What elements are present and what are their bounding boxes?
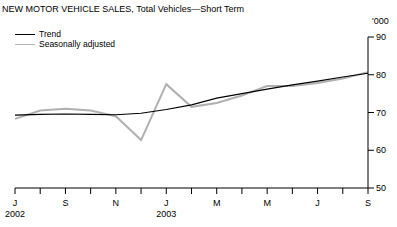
html-text:NEW MOTOR VEHICLE SALES, Total: NEW MOTOR VEHICLE SALES, Total Vehicles—… xyxy=(2,4,245,14)
svg-text:N: N xyxy=(113,198,120,208)
svg-text:J: J xyxy=(13,198,18,208)
svg-text:2003: 2003 xyxy=(156,209,176,219)
html-text:'000: '000 xyxy=(372,16,389,26)
svg-text:50: 50 xyxy=(376,183,386,193)
svg-text:M: M xyxy=(263,198,271,208)
html-text:Seasonally adjusted: Seasonally adjusted xyxy=(39,39,116,49)
svg-text:90: 90 xyxy=(376,32,386,42)
svg-text:S: S xyxy=(365,198,371,208)
html-text:Trend: Trend xyxy=(39,29,61,39)
svg-text:M: M xyxy=(213,198,221,208)
svg-text:80: 80 xyxy=(376,70,386,80)
svg-text:J: J xyxy=(164,198,169,208)
svg-text:J: J xyxy=(315,198,320,208)
svg-text:70: 70 xyxy=(376,108,386,118)
svg-text:60: 60 xyxy=(376,145,386,155)
svg-text:S: S xyxy=(62,198,68,208)
svg-text:2002: 2002 xyxy=(8,209,25,219)
